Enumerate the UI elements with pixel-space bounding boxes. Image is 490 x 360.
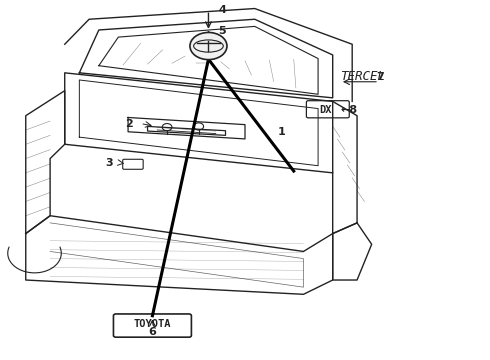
Text: 7: 7: [376, 72, 384, 82]
Text: DX: DX: [319, 105, 332, 114]
Text: ←8: ←8: [340, 105, 357, 114]
Circle shape: [190, 32, 227, 60]
Text: 4: 4: [218, 5, 226, 15]
Text: 3: 3: [105, 158, 113, 168]
Text: 2: 2: [125, 118, 133, 129]
Text: TERCEL: TERCEL: [340, 70, 385, 83]
Text: 6: 6: [148, 327, 156, 337]
Text: TOYOTA: TOYOTA: [134, 319, 171, 329]
Text: 1: 1: [278, 127, 285, 137]
Text: 5: 5: [218, 26, 226, 36]
